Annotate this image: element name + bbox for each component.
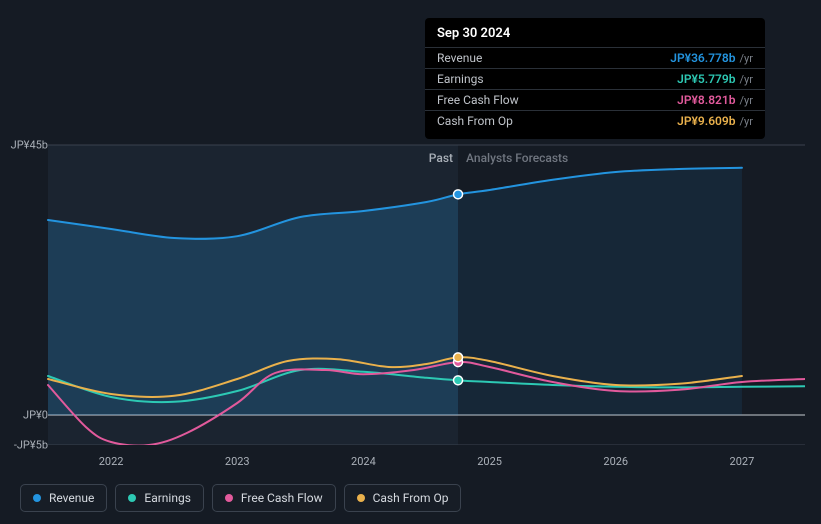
tooltip-metric-label: Free Cash Flow xyxy=(437,93,519,107)
legend-dot-icon xyxy=(128,494,136,502)
legend-dot-icon xyxy=(357,494,365,502)
tooltip-metric-value: JP¥9.609b xyxy=(677,114,735,128)
forecast-label: Analysts Forecasts xyxy=(466,151,568,165)
legend-label: Cash From Op xyxy=(373,491,449,505)
x-axis-label: 2022 xyxy=(99,455,124,468)
tooltip-metric-value: JP¥36.778b xyxy=(670,51,735,65)
legend-item-cash-from-op[interactable]: Cash From Op xyxy=(344,484,462,512)
tooltip-metric-value: JP¥8.821b xyxy=(677,93,735,107)
tooltip-unit: /yr xyxy=(740,73,753,86)
y-axis-label: JP¥45b xyxy=(11,139,48,152)
x-axis-label: 2024 xyxy=(351,455,376,468)
tooltip-date: Sep 30 2024 xyxy=(425,26,765,47)
legend-item-free-cash-flow[interactable]: Free Cash Flow xyxy=(212,484,336,512)
tooltip-row: Free Cash Flow JP¥8.821b/yr xyxy=(425,89,765,110)
past-label: Past xyxy=(398,151,453,165)
financials-chart[interactable] xyxy=(20,125,805,445)
legend-item-revenue[interactable]: Revenue xyxy=(20,484,107,512)
tooltip-metric-label: Earnings xyxy=(437,72,484,86)
tooltip-unit: /yr xyxy=(740,52,753,65)
tooltip-row: Cash From Op JP¥9.609b/yr xyxy=(425,110,765,131)
tooltip-metric-label: Cash From Op xyxy=(437,114,513,128)
x-axis-label: 2027 xyxy=(730,455,755,468)
tooltip-unit: /yr xyxy=(740,94,753,107)
y-axis-label: -JP¥5b xyxy=(14,439,48,452)
y-axis-label: JP¥0 xyxy=(23,409,48,422)
chart-container: JP¥45bJP¥0-JP¥5b 20222023202420252026202… xyxy=(20,125,805,445)
tooltip-metric-value: JP¥5.779b xyxy=(677,72,735,86)
x-axis-label: 2023 xyxy=(225,455,250,468)
legend-label: Earnings xyxy=(144,491,191,505)
chart-tooltip: Sep 30 2024 RevenueJP¥36.778b/yrEarnings… xyxy=(425,18,765,139)
x-axis-label: 2025 xyxy=(477,455,502,468)
x-axis-label: 2026 xyxy=(603,455,628,468)
legend-dot-icon xyxy=(33,494,41,502)
tooltip-row: Earnings JP¥5.779b/yr xyxy=(425,68,765,89)
legend-label: Free Cash Flow xyxy=(241,491,323,505)
chart-legend: Revenue Earnings Free Cash Flow Cash From O… xyxy=(20,484,461,512)
legend-label: Revenue xyxy=(49,491,94,505)
tooltip-unit: /yr xyxy=(740,115,753,128)
legend-dot-icon xyxy=(225,494,233,502)
tooltip-metric-label: Revenue xyxy=(437,51,482,65)
legend-item-earnings[interactable]: Earnings xyxy=(115,484,204,512)
tooltip-row: Revenue JP¥36.778b/yr xyxy=(425,47,765,68)
